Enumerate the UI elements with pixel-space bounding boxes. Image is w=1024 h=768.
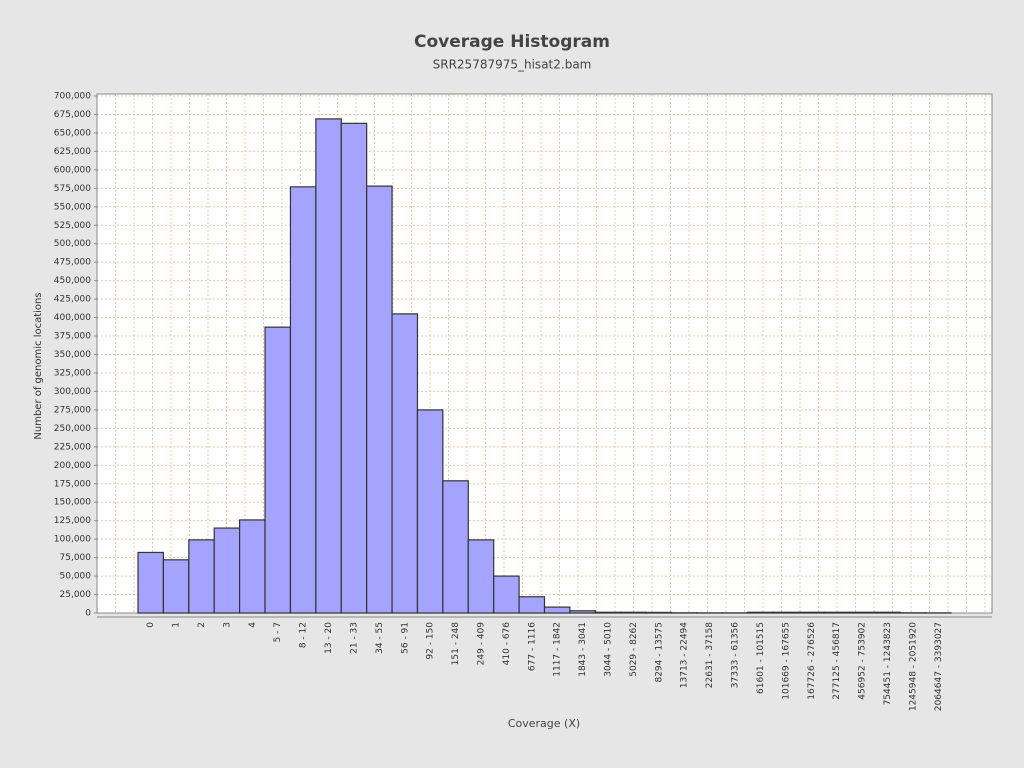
x-tick-label: 5029 - 8262 bbox=[629, 622, 639, 677]
y-tick-label: 150,000 bbox=[54, 498, 91, 508]
x-tick-label: 3 bbox=[222, 622, 232, 628]
bar bbox=[848, 611, 876, 614]
x-tick-label: 61601 - 101515 bbox=[756, 622, 766, 694]
bar bbox=[239, 519, 266, 614]
x-tick-label: 0 bbox=[146, 622, 156, 628]
bar bbox=[543, 606, 571, 614]
y-tick-label: 375,000 bbox=[54, 332, 91, 342]
x-tick-label: 101669 - 167655 bbox=[781, 622, 791, 700]
x-tick-label: 4 bbox=[248, 622, 258, 628]
bar bbox=[797, 611, 825, 614]
x-axis-label: Coverage (X) bbox=[508, 717, 580, 730]
bar bbox=[289, 186, 317, 614]
y-tick-label: 75,000 bbox=[60, 553, 92, 563]
y-tick-label: 125,000 bbox=[54, 516, 91, 526]
bar bbox=[620, 611, 647, 614]
y-tick-label: 700,000 bbox=[54, 92, 91, 102]
bar bbox=[188, 539, 215, 614]
x-tick-label: 754451 - 1243823 bbox=[883, 622, 893, 705]
x-tick-label: 34 - 55 bbox=[375, 622, 385, 654]
bar bbox=[594, 611, 622, 614]
x-tick-label: 410 - 676 bbox=[502, 622, 512, 666]
bar bbox=[264, 326, 292, 614]
x-tick-label: 37333 - 61356 bbox=[731, 622, 741, 689]
x-tick-label: 249 - 409 bbox=[476, 622, 486, 666]
x-tick-label: 8 - 12 bbox=[299, 622, 309, 648]
bar bbox=[493, 575, 520, 614]
bar bbox=[391, 313, 419, 614]
x-tick-label: 456952 - 753902 bbox=[858, 622, 868, 700]
y-tick-label: 600,000 bbox=[54, 165, 91, 175]
bar bbox=[467, 539, 495, 614]
bar bbox=[416, 409, 444, 614]
y-tick-label: 325,000 bbox=[54, 368, 91, 378]
y-tick-label: 250,000 bbox=[54, 424, 91, 434]
y-tick-label: 675,000 bbox=[54, 110, 91, 120]
x-tick-label: 277125 - 456817 bbox=[832, 622, 842, 700]
bar bbox=[823, 611, 850, 614]
y-tick-label: 50,000 bbox=[60, 572, 92, 582]
bar bbox=[315, 118, 342, 614]
x-tick-label: 1245948 - 2051920 bbox=[908, 622, 918, 711]
y-tick-label: 525,000 bbox=[54, 221, 91, 231]
x-tick-label: 21 - 33 bbox=[349, 622, 359, 654]
y-tick-label: 200,000 bbox=[54, 461, 91, 471]
y-tick-label: 575,000 bbox=[54, 184, 91, 194]
bar bbox=[569, 610, 596, 614]
x-tick-label: 22631 - 37158 bbox=[705, 622, 715, 689]
bar bbox=[213, 527, 241, 614]
y-tick-label: 450,000 bbox=[54, 276, 91, 286]
x-tick-label: 8294 - 13575 bbox=[654, 622, 664, 683]
y-tick-label: 0 bbox=[85, 609, 91, 619]
y-axis-label: Number of genomic locations bbox=[33, 292, 44, 439]
x-tick-label: 1843 - 3041 bbox=[578, 622, 588, 677]
x-tick-label: 3044 - 5010 bbox=[604, 622, 614, 677]
bar bbox=[162, 559, 190, 614]
bar bbox=[518, 596, 546, 614]
bar bbox=[442, 480, 469, 614]
y-tick-label: 625,000 bbox=[54, 147, 91, 157]
bar bbox=[747, 611, 774, 614]
bar bbox=[772, 611, 800, 614]
y-tick-label: 100,000 bbox=[54, 535, 91, 545]
y-tick-label: 400,000 bbox=[54, 313, 91, 323]
bar bbox=[340, 122, 368, 614]
x-tick-label: 2 bbox=[197, 622, 207, 628]
bar bbox=[137, 551, 165, 614]
x-tick-label: 13713 - 22494 bbox=[680, 622, 690, 689]
x-tick-label: 13 - 20 bbox=[324, 622, 334, 654]
y-tick-label: 550,000 bbox=[54, 202, 91, 212]
x-tick-label: 167726 - 276526 bbox=[807, 622, 817, 700]
x-tick-label: 92 - 150 bbox=[426, 622, 436, 660]
x-tick-label: 5 - 7 bbox=[273, 622, 283, 642]
x-tick-label: 2064647 - 3393027 bbox=[934, 622, 944, 711]
y-tick-label: 350,000 bbox=[54, 350, 91, 360]
bar bbox=[366, 185, 393, 614]
x-tick-label: 151 - 248 bbox=[451, 622, 461, 666]
y-tick-label: 500,000 bbox=[54, 239, 91, 249]
bar bbox=[874, 611, 901, 614]
y-tick-label: 425,000 bbox=[54, 295, 91, 305]
y-tick-label: 300,000 bbox=[54, 387, 91, 397]
y-tick-label: 475,000 bbox=[54, 258, 91, 268]
y-tick-label: 175,000 bbox=[54, 479, 91, 489]
y-tick-label: 275,000 bbox=[54, 405, 91, 415]
x-tick-label: 677 - 1116 bbox=[527, 622, 537, 671]
x-tick-label: 56 - 91 bbox=[400, 622, 410, 654]
x-tick-label: 1 bbox=[172, 622, 182, 628]
chart-title: Coverage Histogram bbox=[414, 32, 610, 52]
y-tick-label: 650,000 bbox=[54, 128, 91, 138]
y-tick-label: 25,000 bbox=[60, 590, 92, 600]
y-tick-label: 225,000 bbox=[54, 442, 91, 452]
chart-subtitle: SRR25787975_hisat2.bam bbox=[433, 58, 592, 72]
x-tick-label: 1117 - 1842 bbox=[553, 622, 563, 677]
bar bbox=[645, 611, 673, 614]
